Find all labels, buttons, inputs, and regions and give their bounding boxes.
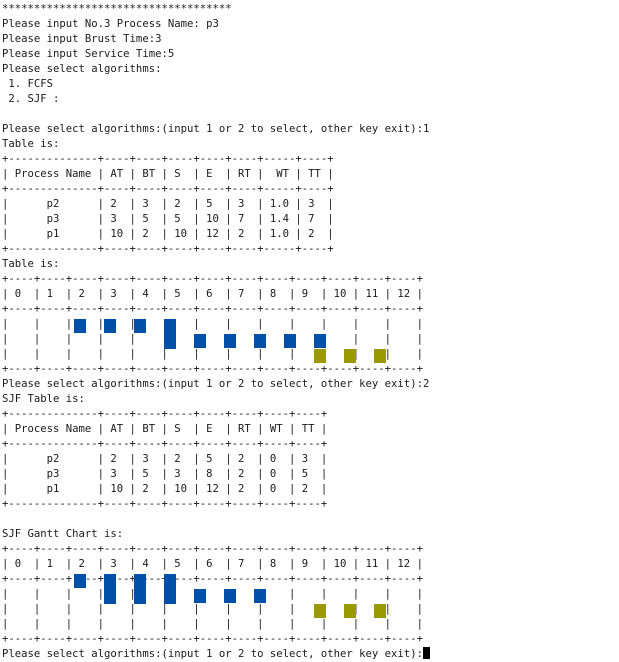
console-line: +----+----+----+----+----+----+----+----… [2, 363, 423, 375]
gantt-block [134, 319, 146, 333]
gantt-block [284, 334, 296, 348]
console-line: | p2 | 2 | 3 | 2 | 5 | 2 | 0 | 3 | [2, 453, 328, 465]
console-line: SJF Table is: [2, 393, 85, 405]
console-line: | 0 | 1 | 2 | 3 | 4 | 5 | 6 | 7 | 8 | 9 … [2, 288, 423, 300]
console-line: Please input Brust Time:3 [2, 33, 162, 45]
gantt-block [344, 604, 356, 618]
gantt-block [254, 589, 266, 603]
console-line: Table is: [2, 138, 60, 150]
console-line: Please select algorithms:(input 1 or 2 t… [2, 123, 430, 135]
console-line: Please input Service Time:5 [2, 48, 175, 60]
console-line: +----+----+----+----+----+----+----+----… [2, 573, 423, 585]
gantt-block [164, 574, 176, 604]
console-line: +--------------+----+----+----+----+----… [2, 408, 328, 420]
console-line: +--------------+----+----+----+----+----… [2, 243, 334, 255]
console-line: | | | | | | | | | | | | | | [2, 348, 423, 360]
console-line: | 0 | 1 | 2 | 3 | 4 | 5 | 6 | 7 | 8 | 9 … [2, 558, 423, 570]
console-line: SJF Gantt Chart is: [2, 528, 124, 540]
console-line: | | | | | | | | | | | | | | [2, 618, 423, 630]
console-line: Please select algorithms:(input 1 or 2 t… [2, 378, 430, 390]
console-line: | p3 | 3 | 5 | 3 | 8 | 2 | 0 | 5 | [2, 468, 328, 480]
gantt-block [164, 319, 176, 349]
console-line: | p1 | 10 | 2 | 10 | 12 | 2 | 1.0 | 2 | [2, 228, 334, 240]
gantt-block [314, 349, 326, 363]
console-line: | p1 | 10 | 2 | 10 | 12 | 2 | 0 | 2 | [2, 483, 328, 495]
gantt-block [104, 574, 116, 604]
gantt-block [134, 574, 146, 604]
console-line: | p2 | 2 | 3 | 2 | 5 | 3 | 1.0 | 3 | [2, 198, 334, 210]
gantt-block [344, 349, 356, 363]
console-line: +----+----+----+----+----+----+----+----… [2, 633, 423, 645]
console-line: +--------------+----+----+----+----+----… [2, 498, 328, 510]
gantt-block [314, 334, 326, 348]
console-line: | | | | | | | | | | | | | | [2, 333, 423, 345]
console-line: | p3 | 3 | 5 | 5 | 10 | 7 | 1.4 | 7 | [2, 213, 334, 225]
console-line: Table is: [2, 258, 60, 270]
gantt-block [254, 334, 266, 348]
console-line: | | | | | | | | | | | | | | [2, 603, 423, 615]
gantt-block [374, 349, 386, 363]
console-line: +--------------+----+----+----+----+----… [2, 438, 328, 450]
console-line: 1. FCFS [2, 78, 54, 90]
console-line: +----+----+----+----+----+----+----+----… [2, 543, 423, 555]
console-line: Please input No.3 Process Name: p3 [2, 18, 219, 30]
gantt-block [224, 589, 236, 603]
console-line: +----+----+----+----+----+----+----+----… [2, 303, 423, 315]
console-line: +--------------+----+----+----+----+----… [2, 183, 334, 195]
gantt-block [224, 334, 236, 348]
console-line: Please select algorithms: [2, 63, 162, 75]
console-line: | Process Name | AT | BT | S | E | RT | … [2, 168, 334, 180]
gantt-block [194, 334, 206, 348]
console-line: | | | | | | | | | | | | | | [2, 318, 423, 330]
gantt-block [194, 589, 206, 603]
console-line: 2. SJF : [2, 93, 60, 105]
console-line: +--------------+----+----+----+----+----… [2, 153, 334, 165]
gantt-block [374, 604, 386, 618]
console-line: ************************************ [2, 3, 232, 15]
console-line: Please select algorithms:(input 1 or 2 t… [2, 647, 430, 662]
gantt-block [104, 319, 116, 333]
console-line: | Process Name | AT | BT | S | E | RT | … [2, 423, 328, 435]
gantt-block [74, 574, 86, 588]
console-line: | | | | | | | | | | | | | | [2, 588, 423, 600]
gantt-block [314, 604, 326, 618]
text-cursor [422, 647, 430, 659]
gantt-block [74, 319, 86, 333]
console-line: +----+----+----+----+----+----+----+----… [2, 273, 423, 285]
